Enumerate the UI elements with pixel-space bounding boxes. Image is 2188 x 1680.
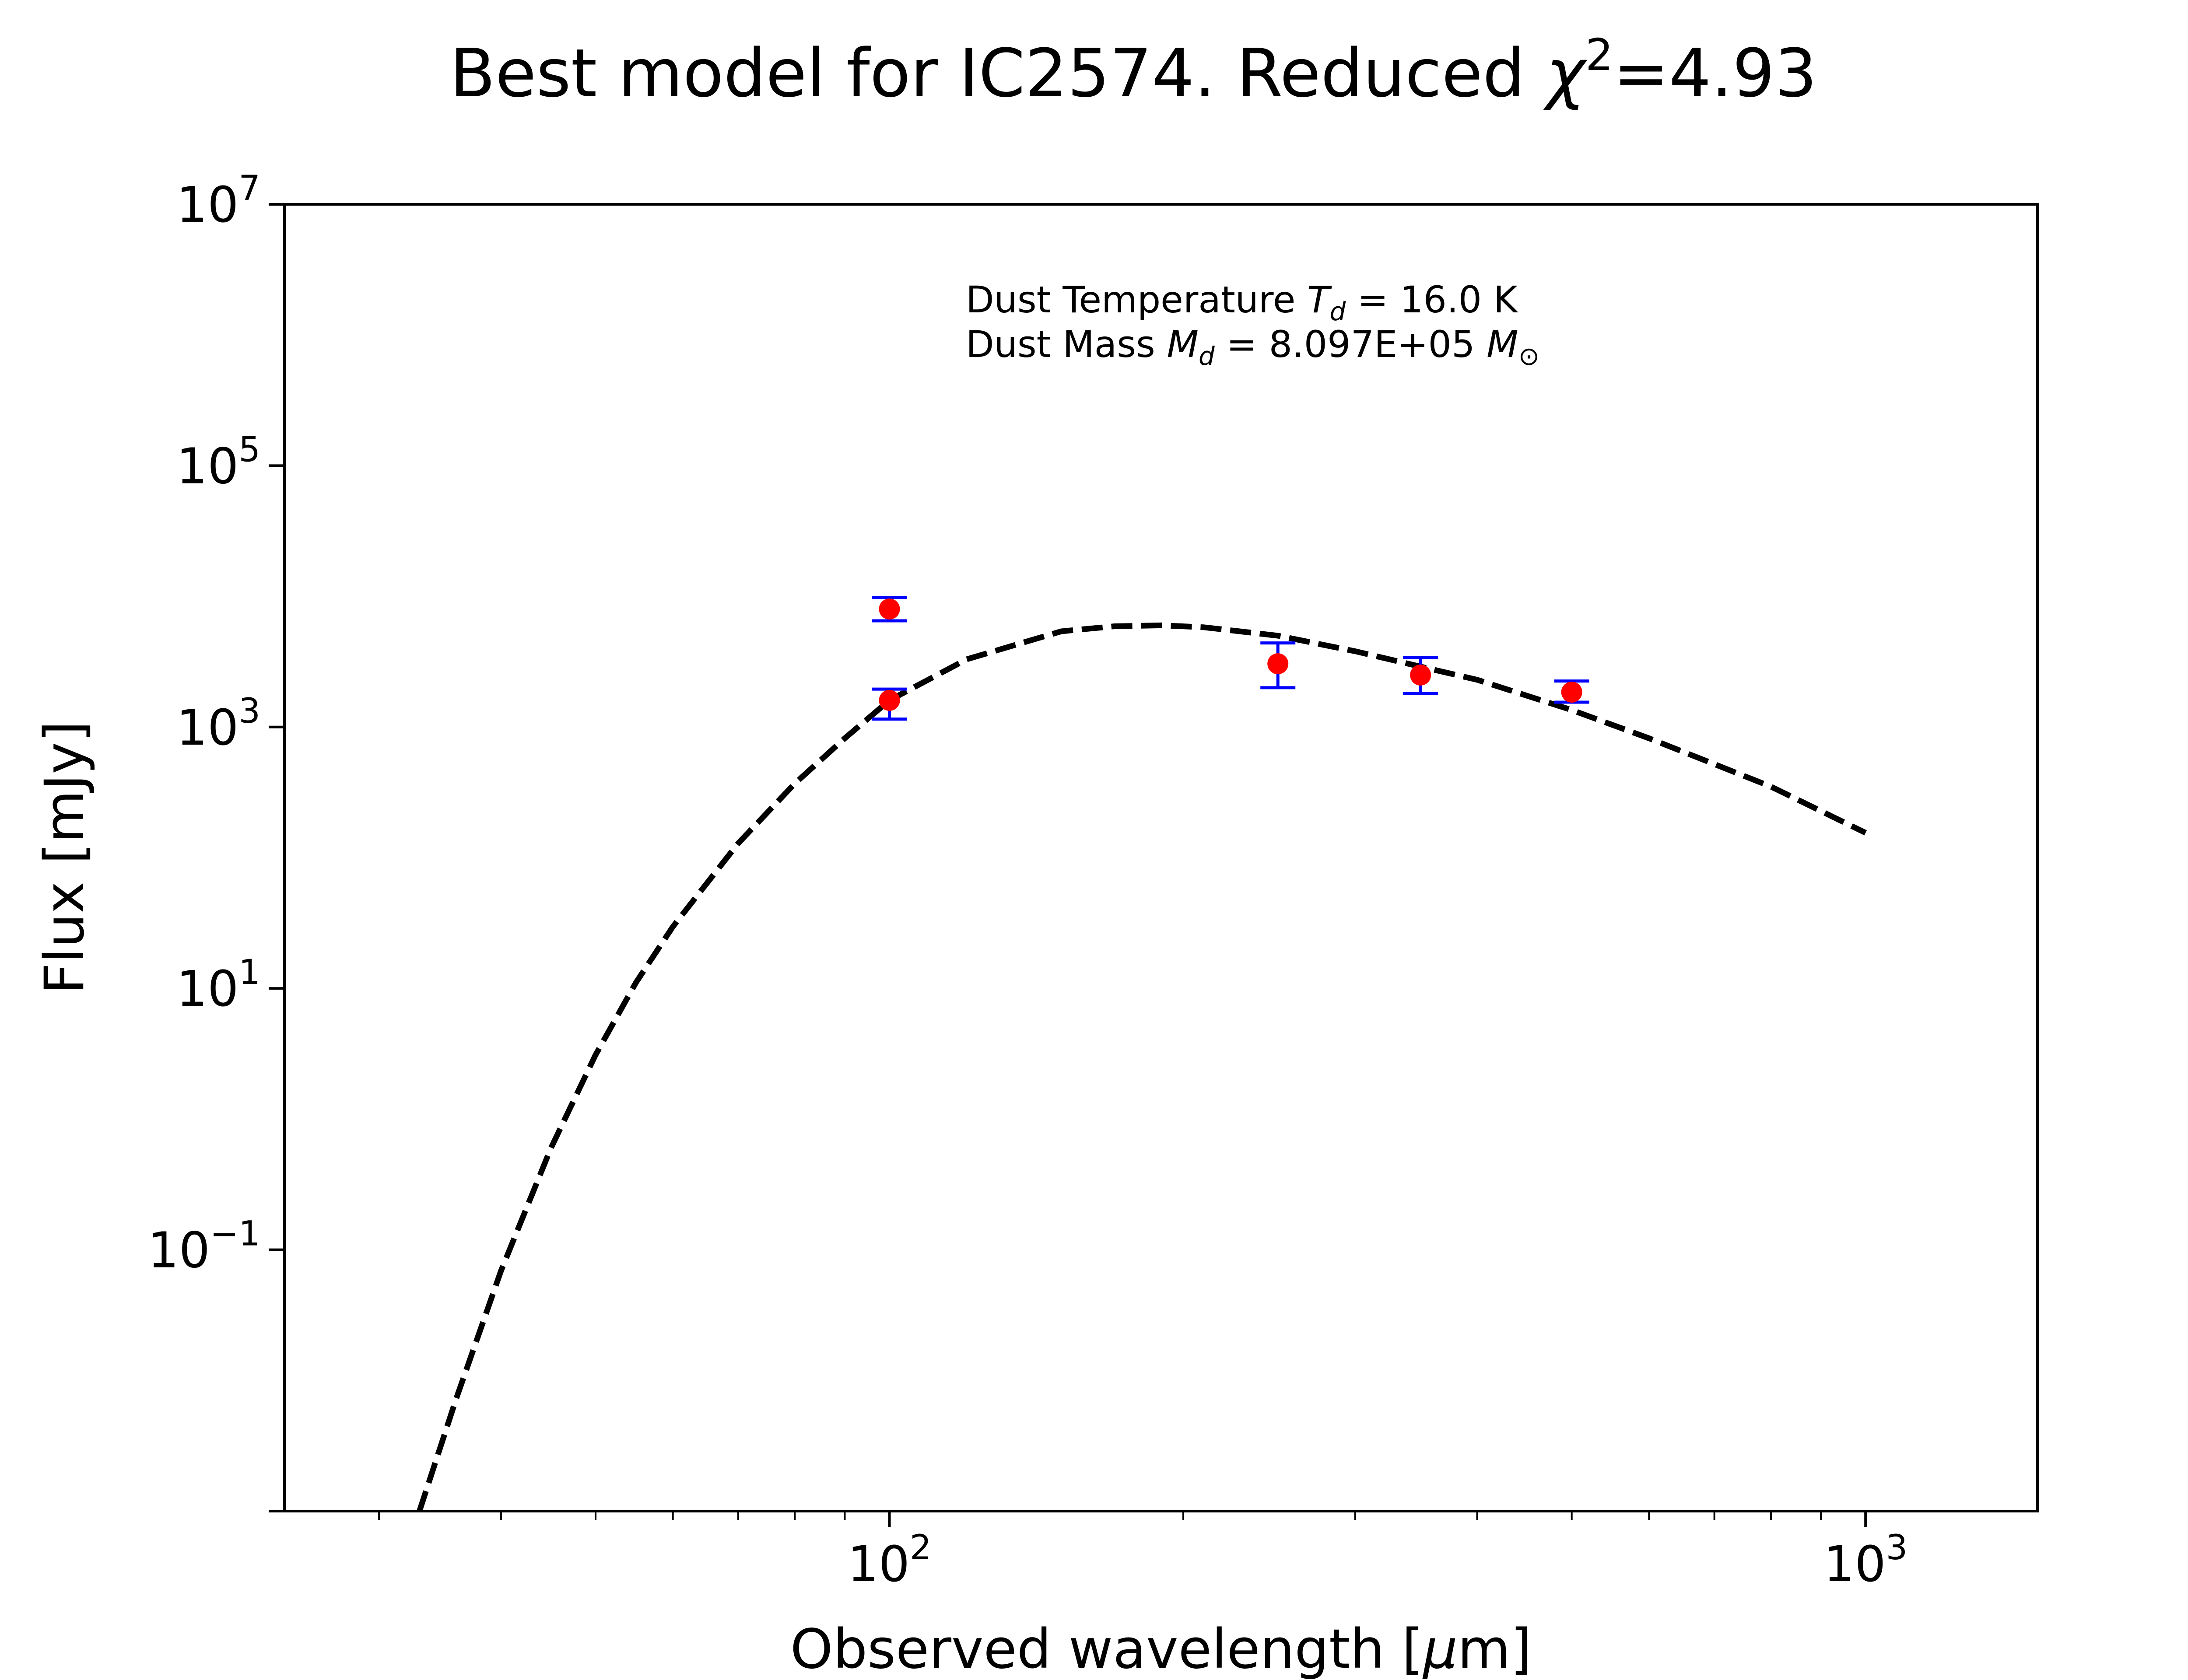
plot-frame bbox=[283, 203, 2039, 1512]
y-tick-label: 10−1 bbox=[148, 1214, 261, 1279]
data-point bbox=[879, 598, 900, 620]
y-tick-label: 105 bbox=[176, 430, 260, 495]
x-axis-label: Observed wavelength [μm] bbox=[790, 1618, 1532, 1680]
data-point bbox=[1267, 653, 1289, 675]
ticks-layer: 107 105 103 101 10−1 102 103 bbox=[148, 169, 1908, 1593]
model-curve bbox=[417, 622, 1867, 1512]
data-points-layer bbox=[872, 596, 1589, 721]
data-point bbox=[879, 690, 900, 711]
y-tick-label: 103 bbox=[176, 692, 260, 756]
chart-title: Best model for IC2574. Reduced χ2=4.93 bbox=[450, 29, 1817, 112]
x-tick-label: 102 bbox=[847, 1528, 931, 1593]
y-axis-label: Flux [mJy] bbox=[33, 721, 96, 994]
data-point bbox=[1410, 664, 1431, 686]
x-tick-label: 103 bbox=[1823, 1528, 1907, 1593]
plot-area: 107 105 103 101 10−1 102 103 bbox=[148, 169, 2039, 1593]
data-point bbox=[1561, 681, 1582, 703]
annotation-mass: Dust Mass Md = 8.097E+05 M⊙ bbox=[966, 323, 1539, 371]
y-tick-label: 101 bbox=[176, 953, 260, 1018]
model-curve-layer bbox=[417, 622, 1867, 1512]
y-tick-label: 107 bbox=[176, 169, 260, 234]
annotation-temperature: Dust Temperature Td = 16.0 K bbox=[966, 278, 1518, 326]
